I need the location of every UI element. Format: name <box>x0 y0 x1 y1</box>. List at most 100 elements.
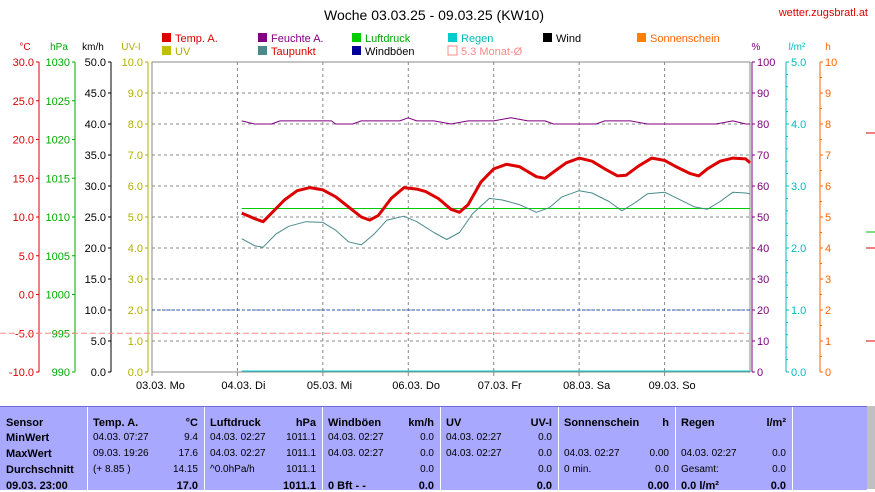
hpa-tick-label: 1000 <box>46 290 70 302</box>
pressure-unit: hPa <box>295 417 316 429</box>
uv-unit: UV-I <box>121 42 140 53</box>
kmh-tick-label: 15.0 <box>85 274 106 286</box>
legend-label: Regen <box>461 33 493 45</box>
legend-label: Luftdruck <box>365 33 411 45</box>
sun-unit: h <box>662 417 669 429</box>
series-group <box>241 117 752 248</box>
legend-label: Taupunkt <box>271 46 316 58</box>
axes: 30.025.020.015.010.05.00.0-5.0-10.010301… <box>9 57 875 379</box>
hpa-tick-label: 1020 <box>46 135 70 147</box>
celsius-tick-label: 15.0 <box>13 173 34 185</box>
temp-unit: °C <box>185 417 198 429</box>
uv-row-value: 0.0 <box>536 480 552 492</box>
sun-row-value: 0.00 <box>649 448 669 459</box>
rain-tick-label: 1.0 <box>791 305 806 317</box>
pressure-row-value: 1011.1 <box>286 432 316 443</box>
hours-tick-label: 9 <box>825 88 831 100</box>
legend-swatch <box>162 33 171 42</box>
reference-lines <box>0 207 750 372</box>
current-label: 09.03. 23:00 <box>6 480 68 492</box>
legend-swatch <box>352 33 361 42</box>
x-tick-label: 08.03. Sa <box>563 380 611 392</box>
rain-tick-label: 2.0 <box>791 243 806 255</box>
temp-row-value: 14.15 <box>172 464 198 475</box>
uv-tick-label: 4.0 <box>128 243 143 255</box>
uv-row-label: 04.03. 02:27 <box>446 432 502 443</box>
sun-row-label: 04.03. 02:27 <box>564 448 620 459</box>
hours-tick-label: 10 <box>825 57 837 69</box>
legend-label: UV <box>175 46 191 58</box>
stats-gust-column: Windböen km/h 04.03. 02:27 0.0 04.03. 02:27 0… <box>322 407 441 492</box>
kmh-tick-label: 50.0 <box>85 57 106 69</box>
rain-row-value: 0.0 <box>770 480 786 492</box>
stats-temp-column: Temp. A. °C 04.03. 07:27 9.4 09.03. 19:26 17.… <box>87 407 205 492</box>
sun-row-value: 0.0 <box>655 464 669 475</box>
x-tick-label: 04.03. Di <box>221 380 265 392</box>
hours-tick-label: 2 <box>825 305 831 317</box>
legend-label: Feuchte A. <box>271 33 324 45</box>
celsius-tick-label: 5.0 <box>19 251 34 263</box>
hpa-tick-label: 995 <box>52 328 70 340</box>
celsius-tick-label: 25.0 <box>13 96 34 108</box>
legend-swatch <box>162 46 171 55</box>
temp-row-value: 17.0 <box>176 480 198 492</box>
hours-tick-label: 7 <box>825 150 831 162</box>
series-dewpoint-line <box>241 190 751 248</box>
percent-tick-label: 0 <box>757 367 763 379</box>
pressure-row-label: 04.03. 02:27 <box>210 448 266 459</box>
kmh-tick-label: 45.0 <box>85 88 106 100</box>
celsius-tick-label: -5.0 <box>15 328 34 340</box>
legend-label: Temp. A. <box>175 33 218 45</box>
kmh-tick-label: 30.0 <box>85 181 106 193</box>
stats-pressure-column: Luftdruck hPa 04.03. 02:27 1011.1 04.03. 02:… <box>204 407 323 492</box>
stats-uv-column: UV UV-I 04.03. 02:27 0.0 04.03. 02:27 0.0 0.0 0… <box>440 407 559 492</box>
series-humidity-line <box>241 117 750 125</box>
celsius-tick-label: 10.0 <box>13 212 34 224</box>
site-link[interactable]: wetter.zugsbratl.at <box>778 7 868 19</box>
rain-unit: l/m² <box>766 417 786 429</box>
pressure-row-label: 04.03. 02:27 <box>210 432 266 443</box>
x-tick-label: 03.03. Mo <box>136 380 185 392</box>
pressure-row-value: 1011.1 <box>282 480 316 492</box>
chart-title: Woche 03.03.25 - 09.03.25 (KW10) <box>324 7 544 23</box>
min-label: MinWert <box>6 432 50 444</box>
uv-tick-label: 7.0 <box>128 150 143 162</box>
hours-tick-label: 1 <box>825 336 831 348</box>
gust-row-label: 0 Bft - - <box>328 480 366 492</box>
kmh-tick-label: 35.0 <box>85 150 106 162</box>
temp-row-value: 17.6 <box>178 448 198 459</box>
legend-swatch <box>543 33 552 42</box>
sun-row-value: 0.00 <box>647 480 669 492</box>
uv-tick-label: 8.0 <box>128 119 143 131</box>
series-temp-line <box>241 156 752 224</box>
gust-row-value: 0.0 <box>420 464 434 475</box>
rain-row-label: Gesamt: <box>681 464 719 475</box>
uv-tick-label: 0.0 <box>128 367 143 379</box>
gust-row-value: 0.0 <box>420 448 434 459</box>
temp-row-value: 9.4 <box>184 432 198 443</box>
gust-row-label: 04.03. 02:27 <box>328 448 384 459</box>
pressure-row-label: ^0.0hPa/h <box>210 464 255 475</box>
percent-tick-label: 90 <box>757 88 769 100</box>
legend-swatch <box>258 46 267 55</box>
pressure-row-value: 1011.1 <box>286 464 316 475</box>
percent-tick-label: 50 <box>757 212 769 224</box>
hpa-unit: hPa <box>50 42 68 53</box>
legend-swatch <box>447 45 458 56</box>
percent-tick-label: 30 <box>757 274 769 286</box>
x-tick-label: 09.03. So <box>649 380 696 392</box>
kmh-tick-label: 20.0 <box>85 243 106 255</box>
uv-unit: UV-I <box>530 417 552 429</box>
stats-panel: Sensor MinWert MaxWert Durchschnitt 09.0… <box>0 406 867 492</box>
legend-swatch <box>637 33 646 42</box>
rain-header: Regen <box>681 417 715 429</box>
celsius-tick-label: 30.0 <box>13 57 34 69</box>
celsius-unit: °C <box>19 42 30 53</box>
kmh-tick-label: 10.0 <box>85 305 106 317</box>
percent-tick-label: 40 <box>757 243 769 255</box>
kmh-tick-label: 0.0 <box>91 367 106 379</box>
hours-tick-label: 8 <box>825 119 831 131</box>
legend-label: Sonnenschein <box>650 33 720 45</box>
weather-chart: Woche 03.03.25 - 09.03.25 (KW10) wetter.… <box>0 7 875 392</box>
uv-row-value: 0.0 <box>538 448 552 459</box>
